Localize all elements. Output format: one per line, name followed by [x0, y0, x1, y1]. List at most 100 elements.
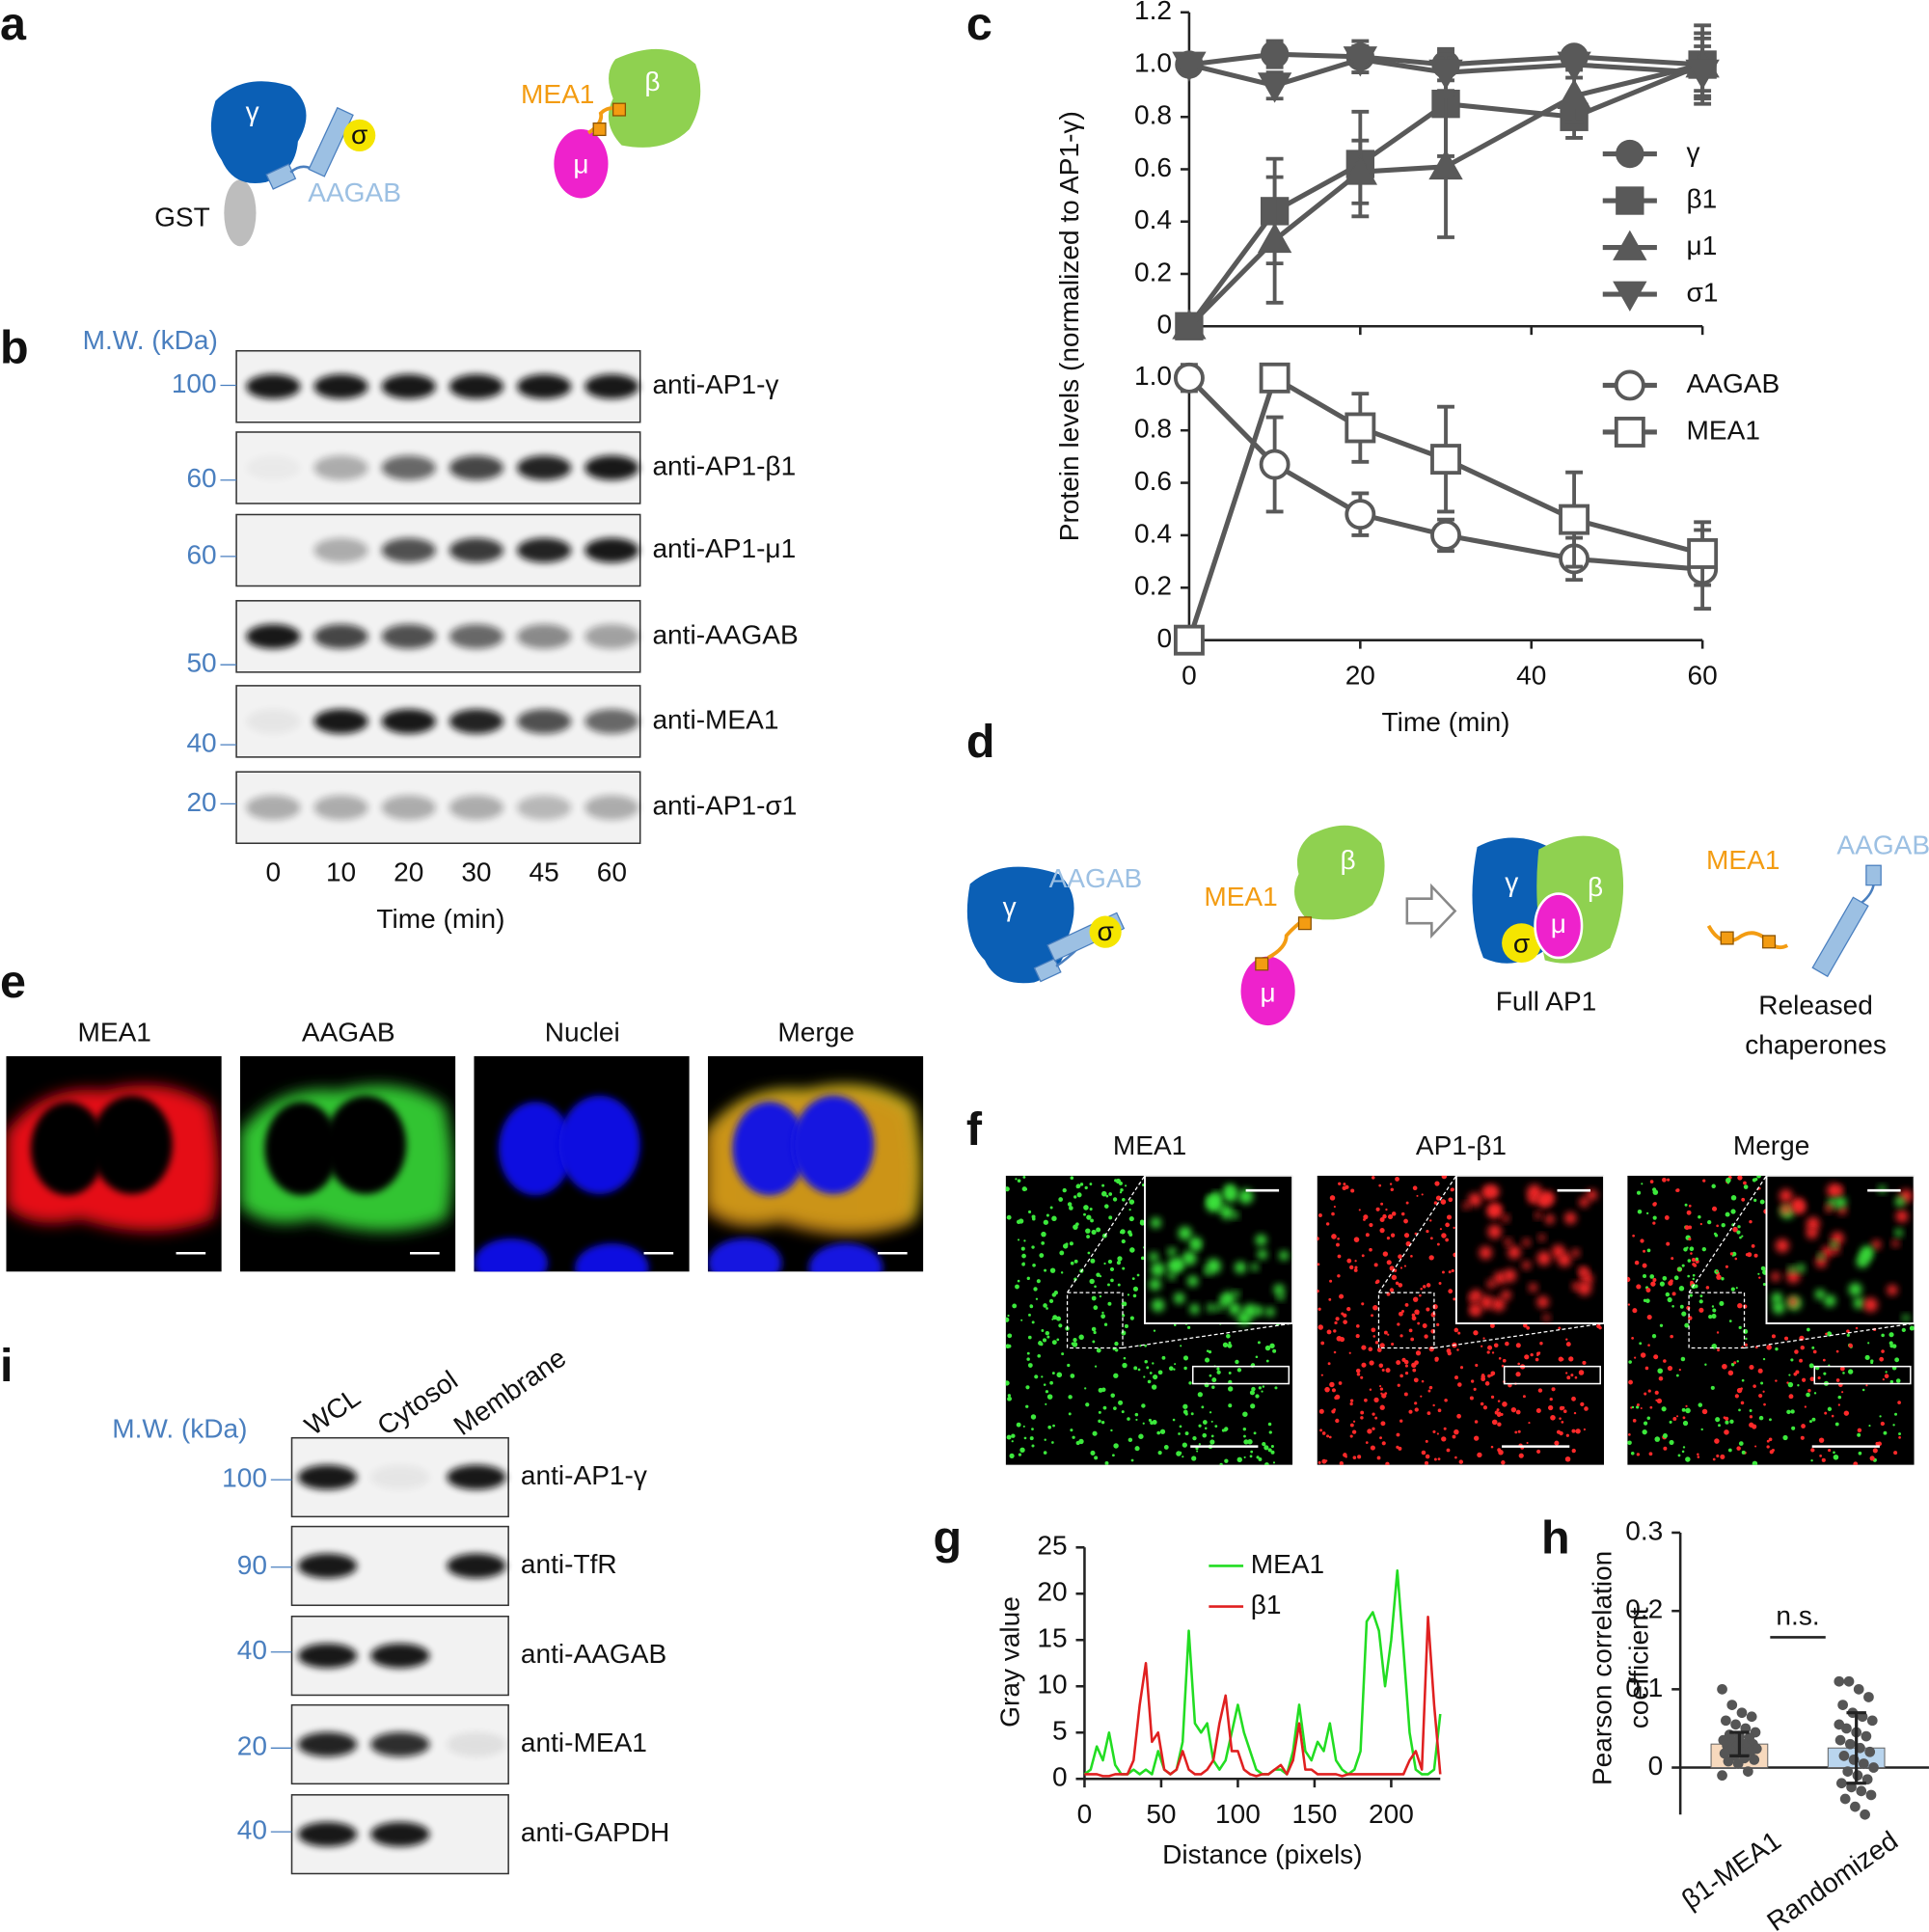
inset-spot	[1586, 1189, 1598, 1201]
spot	[1681, 1450, 1685, 1454]
spot	[1228, 1403, 1233, 1408]
spot	[1414, 1407, 1419, 1412]
blot-band	[448, 624, 504, 649]
spot	[1530, 1352, 1534, 1357]
spot	[1262, 1385, 1265, 1388]
spot	[1091, 1295, 1097, 1301]
mea1-label: MEA1	[521, 79, 594, 109]
spot	[1098, 1419, 1101, 1424]
spot	[1103, 1204, 1109, 1209]
spot	[1582, 1360, 1587, 1365]
spot	[1107, 1301, 1112, 1306]
spot	[1721, 1223, 1725, 1228]
spot	[1128, 1208, 1131, 1211]
spot	[1810, 1448, 1815, 1453]
inset-spot	[1257, 1249, 1267, 1260]
spot	[1446, 1348, 1452, 1353]
inset-spot	[1479, 1246, 1493, 1260]
inset-spot	[1834, 1196, 1847, 1209]
sigma-shape	[1089, 915, 1122, 948]
spot	[1691, 1258, 1697, 1263]
spot	[1356, 1373, 1361, 1376]
spot	[1725, 1416, 1729, 1421]
spot	[1698, 1299, 1703, 1304]
spot	[1682, 1446, 1686, 1449]
panel-label: e	[0, 956, 26, 1008]
spot	[1740, 1401, 1745, 1405]
spot	[1740, 1387, 1743, 1390]
spot	[1444, 1399, 1448, 1402]
spot	[1408, 1328, 1413, 1333]
spot	[1454, 1429, 1459, 1435]
complex-mu-shape	[1534, 892, 1584, 960]
spot	[1725, 1211, 1730, 1217]
spot	[1454, 1456, 1457, 1459]
spot	[1321, 1458, 1327, 1464]
blot-band	[381, 455, 436, 480]
antibody-label: anti-GAPDH	[521, 1817, 669, 1847]
spot	[1663, 1446, 1668, 1451]
spot	[1117, 1256, 1123, 1262]
spot	[1445, 1238, 1449, 1242]
spot	[1714, 1438, 1720, 1444]
spot	[1421, 1379, 1425, 1383]
spot	[1536, 1449, 1541, 1454]
spot	[1818, 1437, 1825, 1443]
spot	[1412, 1185, 1418, 1191]
spot	[1022, 1425, 1025, 1428]
spot	[1510, 1406, 1517, 1413]
spot	[1046, 1335, 1050, 1339]
inset-spot	[1775, 1238, 1789, 1253]
spot	[1561, 1357, 1564, 1361]
spot	[1086, 1235, 1090, 1238]
inset-spot	[1150, 1217, 1161, 1229]
inset-spot	[1220, 1206, 1234, 1219]
spot	[1728, 1320, 1732, 1322]
spot	[1412, 1296, 1419, 1302]
spot	[1804, 1405, 1807, 1408]
spot	[1861, 1388, 1865, 1392]
marker	[1345, 412, 1376, 444]
spot	[1333, 1350, 1337, 1354]
spot	[1110, 1278, 1114, 1283]
spot	[1517, 1429, 1521, 1433]
spot	[1502, 1358, 1507, 1363]
spot	[1835, 1378, 1840, 1382]
spot	[1697, 1453, 1699, 1456]
spot	[1433, 1201, 1438, 1205]
legend-marker	[1613, 230, 1647, 260]
diagram-a: γ σ GST AAGAB β μ MEA1	[154, 48, 701, 247]
spot	[1190, 1412, 1194, 1416]
spot	[1842, 1372, 1845, 1374]
zoom-line	[1067, 1175, 1146, 1293]
image-title: Merge	[1733, 1130, 1810, 1160]
inset-spot	[1522, 1261, 1531, 1270]
spot	[1264, 1345, 1271, 1351]
spot	[1578, 1370, 1585, 1375]
spot	[1526, 1325, 1531, 1330]
spot	[1236, 1368, 1242, 1373]
spot	[1202, 1432, 1208, 1438]
spot	[1206, 1349, 1209, 1352]
spot	[1318, 1460, 1321, 1464]
spot	[1032, 1263, 1036, 1267]
spot	[1697, 1456, 1700, 1458]
spot	[1016, 1422, 1021, 1428]
spot	[1120, 1229, 1126, 1235]
spot	[1385, 1368, 1391, 1374]
spot	[1320, 1374, 1323, 1376]
spot	[1250, 1450, 1254, 1454]
spot	[1634, 1260, 1640, 1265]
spot	[1385, 1208, 1388, 1211]
spot	[1337, 1237, 1340, 1240]
inset-spot	[1255, 1234, 1267, 1246]
spot	[1017, 1179, 1021, 1183]
spot	[1112, 1197, 1118, 1202]
spot	[1743, 1184, 1749, 1189]
spot	[1741, 1450, 1746, 1455]
spot	[1073, 1195, 1077, 1199]
spot	[1872, 1448, 1878, 1454]
inset-spot	[1894, 1196, 1905, 1207]
spot	[1684, 1225, 1690, 1231]
spot	[1349, 1265, 1354, 1270]
